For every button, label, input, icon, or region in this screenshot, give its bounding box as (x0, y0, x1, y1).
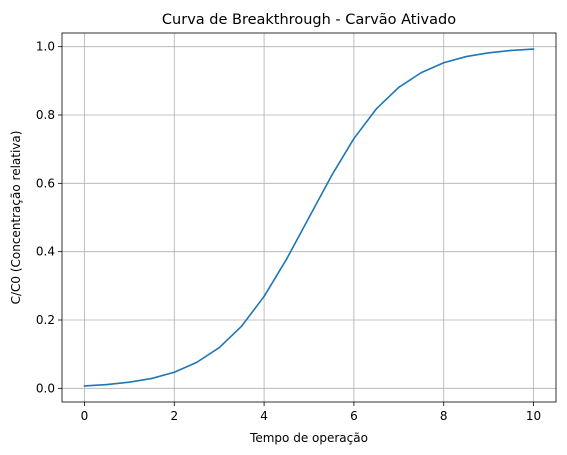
chart-title: Curva de Breakthrough - Carvão Ativado (162, 12, 456, 28)
data-point (128, 381, 131, 383)
data-point (285, 258, 288, 260)
plot-frame (61, 32, 557, 403)
data-point (195, 361, 198, 364)
grid-layer (62, 33, 556, 402)
x-tick-label: 10 (526, 409, 541, 423)
series-layer (83, 48, 535, 387)
y-axis-label: C/C0 (Concentração relativa) (9, 131, 23, 305)
x-tick-label: 0 (81, 409, 89, 423)
tick-layer: 0 2 4 6 8 10 0.0 0.2 0.4 0.6 0.8 1.0 (36, 40, 541, 423)
data-point (510, 49, 512, 52)
data-point (465, 55, 467, 58)
data-point (420, 71, 423, 74)
data-point (330, 175, 333, 177)
data-point (375, 108, 378, 110)
y-tick-label: 0.2 (36, 313, 55, 327)
data-point (151, 377, 153, 380)
y-tick-label: 0.0 (36, 381, 55, 395)
y-tick-label: 0.4 (36, 245, 55, 259)
x-tick-label: 4 (260, 409, 268, 423)
data-point (442, 61, 445, 64)
x-axis-label: Tempo de operação (249, 431, 368, 445)
x-tick-label: 2 (170, 409, 178, 423)
data-point (106, 383, 108, 386)
y-tick-label: 1.0 (36, 40, 55, 54)
data-point (532, 48, 535, 50)
data-point (83, 385, 86, 387)
data-point (487, 52, 490, 54)
data-point (240, 325, 243, 327)
data-point (353, 137, 355, 140)
data-point (308, 216, 310, 219)
data-point (218, 346, 220, 349)
data-point (263, 295, 265, 298)
x-tick-label: 6 (350, 409, 358, 423)
y-tick-label: 0.6 (36, 176, 55, 190)
y-tick-label: 0.8 (36, 108, 55, 122)
data-point (398, 86, 400, 89)
data-point (173, 371, 176, 374)
x-tick-label: 8 (440, 409, 448, 423)
